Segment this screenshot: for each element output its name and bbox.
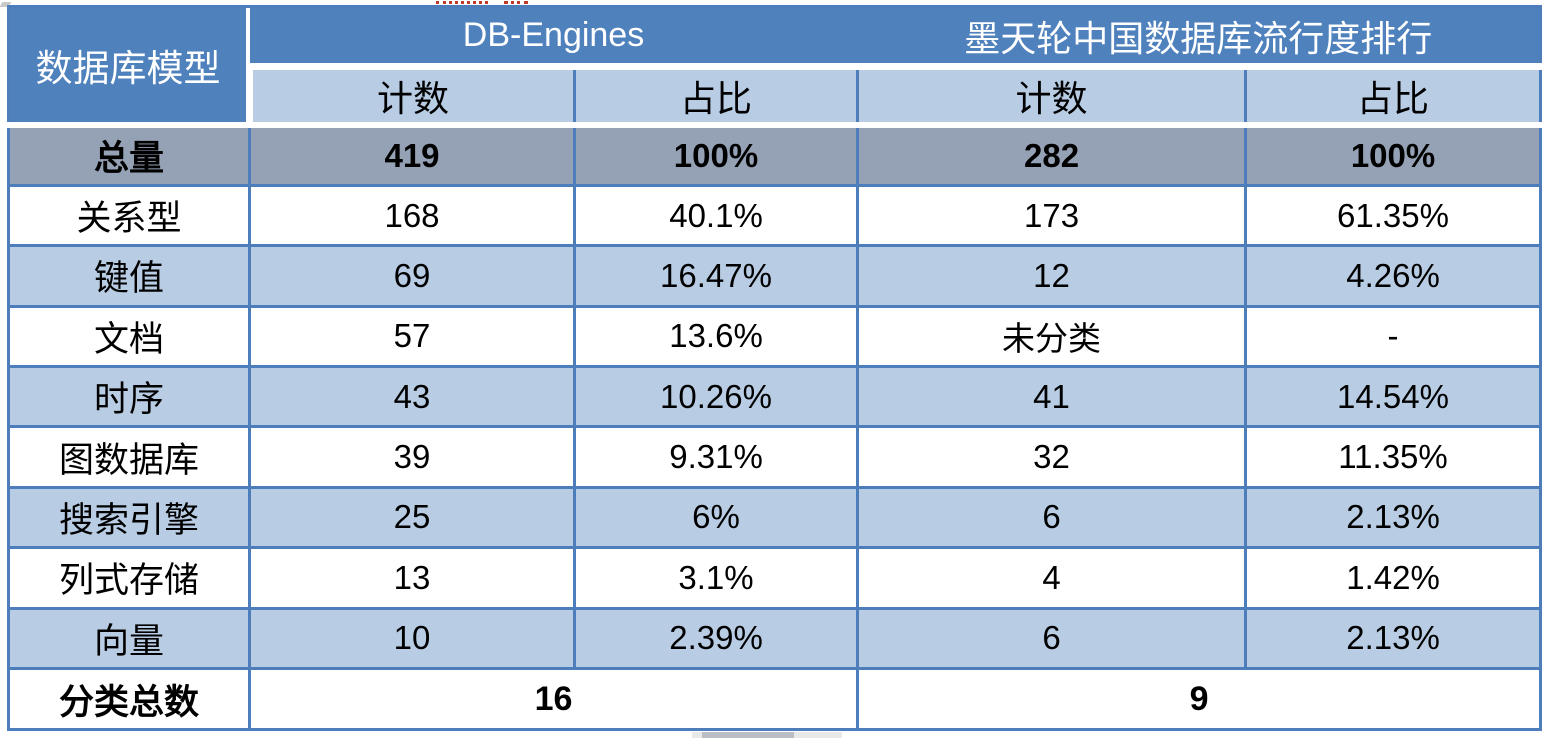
share-mt-cell: 14.54% — [1244, 364, 1541, 427]
row-label-cell: 搜索引擎 — [8, 485, 250, 548]
database-model-comparison-table: 数据库模型 DB-Engines 墨天轮中国数据库流行度排行 计数 占比 计数 … — [7, 5, 1543, 731]
red-underline-artifact — [504, 1, 528, 4]
share-mt-cell: 61.35% — [1244, 183, 1541, 246]
table-row: 时序 43 10.26% 41 14.54% — [8, 364, 1541, 427]
share-mt-cell: 2.13% — [1244, 606, 1541, 669]
table-row: 总量 419 100% 282 100% — [8, 121, 1541, 186]
share-mt-cell: 2.13% — [1244, 485, 1541, 548]
count-db-cell: 10 — [248, 606, 575, 669]
row-label-cell: 图数据库 — [8, 425, 250, 488]
count-mt-cell: 173 — [856, 183, 1246, 246]
row-label-cell: 列式存储 — [8, 546, 250, 608]
table-row: 图数据库 39 9.31% 32 11.35% — [8, 425, 1541, 488]
share-mt-cell: 11.35% — [1244, 425, 1541, 488]
footer-row: 分类总数 16 9 — [8, 667, 1541, 730]
count-db-cell: 168 — [248, 183, 575, 246]
share-db-cell: 13.6% — [572, 304, 858, 367]
row-label-cell: 时序 — [8, 364, 250, 427]
group-header-db-engines: DB-Engines — [249, 6, 858, 67]
table-header: 数据库模型 DB-Engines 墨天轮中国数据库流行度排行 计数 占比 计数 … — [8, 6, 1541, 125]
count-db-cell: 69 — [248, 244, 575, 307]
table-body: 总量 419 100% 282 100% 关系型 168 40.1% 173 6… — [8, 121, 1541, 669]
subheader-count-mt: 计数 — [856, 63, 1246, 125]
count-mt-cell: 4 — [856, 546, 1246, 608]
table-row: 文档 57 13.6% 未分类 - — [8, 304, 1541, 367]
group-header-motianlun: 墨天轮中国数据库流行度排行 — [857, 6, 1541, 67]
share-mt-cell: 1.42% — [1244, 546, 1541, 608]
red-underline-artifact — [436, 1, 488, 4]
share-mt-cell: 4.26% — [1244, 244, 1541, 307]
share-db-cell: 3.1% — [572, 546, 858, 608]
share-db-cell: 9.31% — [572, 425, 858, 488]
share-db-cell: 6% — [572, 485, 858, 548]
row-label-cell: 关系型 — [8, 183, 250, 246]
count-mt-cell: 6 — [856, 606, 1246, 669]
footer-total-db-cell: 16 — [247, 667, 858, 730]
sub-header-row: 计数 占比 计数 占比 — [9, 63, 1541, 125]
count-db-cell: 39 — [248, 425, 575, 488]
row-label-cell: 向量 — [8, 606, 250, 669]
group-header-row: 数据库模型 DB-Engines 墨天轮中国数据库流行度排行 — [8, 6, 1541, 125]
subheader-count-db: 计数 — [246, 63, 575, 125]
count-db-cell: 57 — [248, 304, 575, 367]
count-db-cell: 43 — [248, 364, 575, 427]
count-db-cell: 419 — [248, 121, 575, 186]
count-mt-cell: 未分类 — [856, 304, 1246, 367]
row-label-cell: 键值 — [8, 244, 250, 307]
share-db-cell: 16.47% — [572, 244, 858, 307]
share-db-cell: 40.1% — [572, 183, 858, 246]
share-db-cell: 10.26% — [572, 364, 858, 427]
share-mt-cell: 100% — [1244, 121, 1541, 186]
count-mt-cell: 282 — [856, 121, 1246, 186]
table-row: 向量 10 2.39% 6 2.13% — [8, 606, 1541, 669]
count-mt-cell: 6 — [856, 485, 1246, 548]
share-db-cell: 2.39% — [572, 606, 858, 669]
subheader-share-mt: 占比 — [1244, 63, 1541, 125]
table-footer: 分类总数 16 9 — [8, 667, 1541, 730]
footer-total-mt-cell: 9 — [856, 667, 1541, 730]
count-mt-cell: 32 — [856, 425, 1246, 488]
share-db-cell: 100% — [572, 121, 858, 186]
share-mt-cell: - — [1244, 304, 1541, 367]
scrollbar-fragment[interactable] — [692, 732, 842, 738]
row-label-cell: 文档 — [8, 304, 250, 367]
count-db-cell: 25 — [248, 485, 575, 548]
table-row: 关系型 168 40.1% 173 61.35% — [8, 183, 1541, 246]
row-label-cell: 总量 — [8, 121, 250, 186]
table-row: 列式存储 13 3.1% 4 1.42% — [8, 546, 1541, 608]
corner-header-cell: 数据库模型 — [8, 6, 250, 125]
footer-label-cell: 分类总数 — [8, 667, 250, 730]
table-row: 键值 69 16.47% 12 4.26% — [8, 244, 1541, 307]
subheader-share-db: 占比 — [572, 63, 858, 125]
count-mt-cell: 41 — [856, 364, 1246, 427]
table-row: 搜索引擎 25 6% 6 2.13% — [8, 485, 1541, 548]
scrollbar-thumb[interactable] — [702, 732, 794, 738]
count-db-cell: 13 — [248, 546, 575, 608]
count-mt-cell: 12 — [856, 244, 1246, 307]
